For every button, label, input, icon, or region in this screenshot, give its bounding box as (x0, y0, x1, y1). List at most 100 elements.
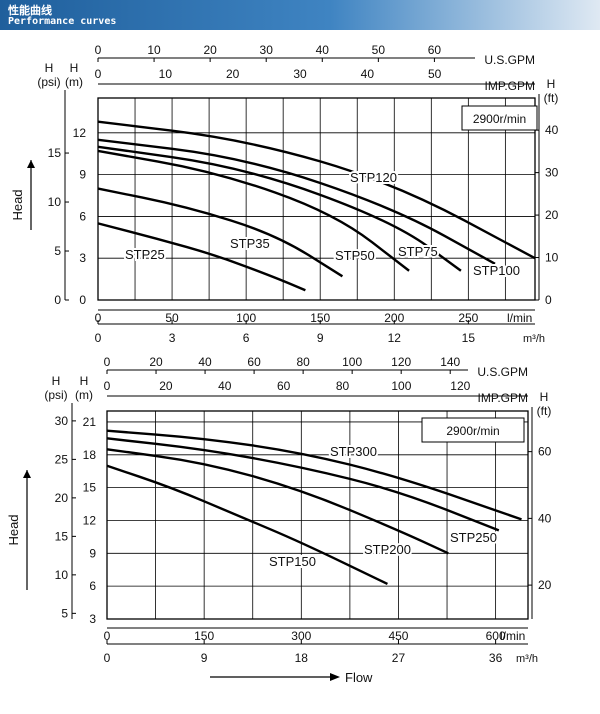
c0-unit-psi: (psi) (37, 75, 60, 89)
c0-tick-m3h: 0 (95, 331, 102, 345)
c0-tick-m3h: 9 (317, 331, 324, 345)
c1-tick-impgpm: 100 (391, 379, 411, 393)
c0-head-axis-title: Head (10, 189, 25, 220)
c1-unit-m: (m) (75, 388, 93, 402)
c0-tick-lpm: 0 (95, 311, 102, 325)
c0-curve-stp25 (97, 222, 306, 292)
c0-unit-lpm: l/min (507, 311, 532, 325)
c1-speed-box (421, 417, 525, 443)
c0-tick-impgpm: 30 (293, 67, 307, 81)
c0-curve-stp50 (97, 149, 410, 272)
c1-tick-usgpm: 80 (296, 355, 310, 369)
c1-unit-usgpm: U.S.GPM (477, 365, 528, 379)
c0-tick-m3h: 15 (462, 331, 476, 345)
c1-tick-m: 9 (89, 546, 96, 560)
c1-tick-m3h: 9 (201, 651, 208, 665)
c1-tick-psi: 5 (61, 606, 68, 620)
c1-speed-label: 2900r/min (446, 424, 499, 438)
c1-label-stp300: STP300 (330, 444, 377, 459)
c0-tick-impgpm: 0 (95, 67, 102, 81)
c0-tick-impgpm: 10 (159, 67, 173, 81)
c0-tick-psi: 0 (54, 293, 61, 307)
c1-curve-stp250 (106, 437, 500, 532)
c1-tick-impgpm: 20 (159, 379, 173, 393)
c1-tick-impgpm: 40 (218, 379, 232, 393)
c1-curve-stp300 (106, 429, 522, 521)
c0-tick-lpm: 100 (236, 311, 256, 325)
c1-tick-usgpm: 20 (149, 355, 163, 369)
c0-tick-ft: 20 (545, 208, 559, 222)
c1-plot-frame (106, 410, 529, 620)
c1-flow-arrow-head (330, 673, 340, 681)
title-english: Performance curves (8, 16, 117, 27)
c0-label-stp100: STP100 (473, 263, 520, 278)
c1-label-stp250: STP250 (450, 530, 497, 545)
c1-tick-m: 6 (89, 579, 96, 593)
c0-tick-lpm: 200 (384, 311, 404, 325)
c1-tick-usgpm: 140 (440, 355, 460, 369)
c0-tick-usgpm: 60 (428, 43, 442, 57)
c1-tick-ft: 60 (538, 445, 552, 459)
c1-tick-psi: 15 (55, 529, 69, 543)
c0-head-arrow-head (27, 160, 35, 168)
c1-tick-m: 21 (83, 415, 97, 429)
header-banner: 性能曲线 Performance curves (0, 0, 600, 30)
c1-tick-psi: 20 (55, 491, 69, 505)
c1-tick-usgpm: 60 (247, 355, 261, 369)
c0-tick-usgpm: 0 (95, 43, 102, 57)
c0-tick-lpm: 250 (458, 311, 478, 325)
c1-tick-impgpm: 0 (104, 379, 111, 393)
c0-speed-label: 2900r/min (473, 112, 526, 126)
c0-label-stp50: STP50 (335, 248, 375, 263)
c0-curve-stp35 (97, 187, 344, 278)
c1-head-arrow-head (23, 470, 31, 478)
c0-tick-psi: 15 (48, 146, 62, 160)
c0-tick-m3h: 3 (169, 331, 176, 345)
c0-tick-m: 9 (79, 168, 86, 182)
c0-tick-m3h: 12 (388, 331, 402, 345)
c1-tick-usgpm: 100 (342, 355, 362, 369)
c1-tick-usgpm: 40 (198, 355, 212, 369)
c0-tick-psi: 10 (48, 195, 62, 209)
c1-tick-m3h: 27 (392, 651, 406, 665)
c0-tick-ft: 30 (545, 166, 559, 180)
c0-curve-stp100 (97, 138, 496, 265)
c1-tick-usgpm: 0 (104, 355, 111, 369)
c0-tick-impgpm: 40 (361, 67, 375, 81)
c0-tick-usgpm: 30 (260, 43, 274, 57)
c1-tick-m: 15 (83, 481, 97, 495)
c0-curve-stp120 (97, 120, 536, 260)
c1-tick-lpm: 300 (291, 629, 311, 643)
c1-tick-lpm: 0 (104, 629, 111, 643)
c0-unit-m: H (70, 61, 79, 75)
c0-label-stp75: STP75 (398, 244, 438, 259)
title-chinese: 性能曲线 (8, 4, 52, 17)
c0-unit-m: (m) (65, 75, 83, 89)
c0-unit-m3h: m³/h (523, 333, 545, 345)
c1-label-stp150: STP150 (269, 554, 316, 569)
c0-tick-m: 0 (79, 293, 86, 307)
c1-curve-stp200 (106, 448, 449, 555)
c1-tick-psi: 30 (55, 414, 69, 428)
c1-head-axis-title: Head (6, 514, 21, 545)
c0-unit-usgpm: U.S.GPM (484, 53, 535, 67)
c0-curve-stp75 (97, 145, 462, 272)
c0-tick-m3h: 6 (243, 331, 250, 345)
c1-tick-usgpm: 120 (391, 355, 411, 369)
c1-unit-psi: (psi) (44, 388, 67, 402)
c1-tick-impgpm: 120 (450, 379, 470, 393)
c1-tick-m: 3 (89, 612, 96, 626)
c0-tick-impgpm: 20 (226, 67, 240, 81)
c0-tick-usgpm: 50 (372, 43, 386, 57)
c0-label-stp25: STP25 (125, 247, 165, 262)
c1-tick-psi: 25 (55, 452, 69, 466)
c1-flow-axis-title: Flow (345, 670, 373, 685)
c0-tick-m: 3 (79, 251, 86, 265)
c1-tick-m: 12 (83, 513, 97, 527)
c1-unit-impgpm: IMP.GPM (478, 391, 528, 405)
c1-tick-psi: 10 (55, 568, 69, 582)
c1-tick-m3h: 36 (489, 651, 503, 665)
c0-label-stp35: STP35 (230, 236, 270, 251)
c0-plot-frame (97, 97, 536, 301)
